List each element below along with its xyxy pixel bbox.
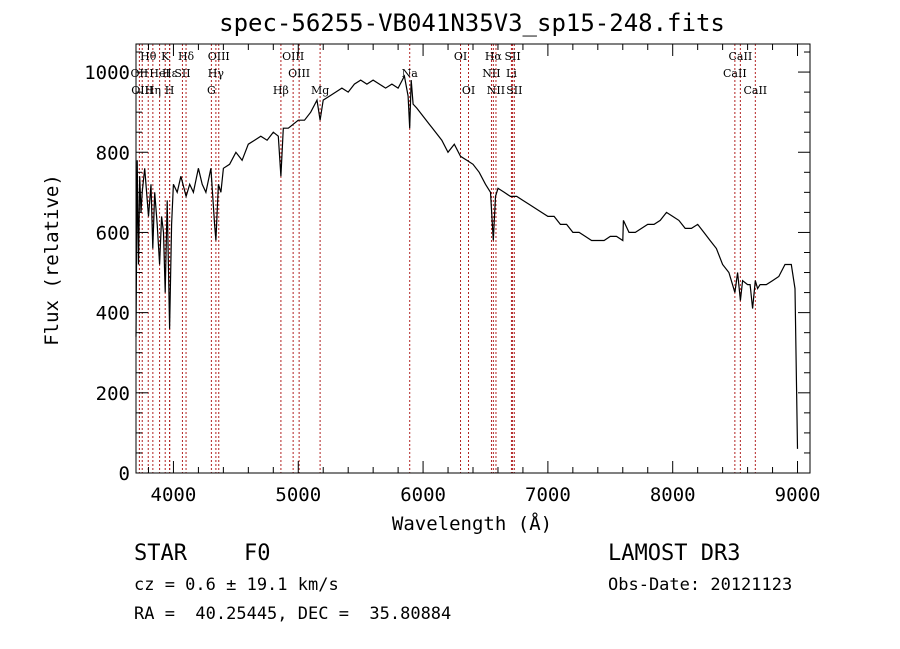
line-label: OIII: [208, 50, 230, 63]
x-tick-label: 7000: [525, 484, 571, 506]
line-label: Hα: [485, 50, 503, 63]
line-label: OI: [462, 84, 475, 97]
line-label: OIII: [282, 50, 304, 63]
line-label: H: [165, 84, 175, 97]
plot-frame: [135, 43, 811, 474]
line-label: Hε: [162, 67, 178, 80]
y-tick-label: 400: [96, 303, 130, 325]
coordinates-text: RA = 40.25445, DEC = 35.80884: [134, 604, 451, 624]
chart-title: spec-56255-VB041N35V3_sp15-248.fits: [219, 9, 725, 37]
x-tick-label: 5000: [275, 484, 321, 506]
line-label: Hθ: [140, 50, 157, 63]
line-label: CaII: [729, 50, 753, 63]
line-label: NII: [487, 84, 505, 97]
line-label: OI: [454, 50, 467, 63]
line-label: K: [161, 50, 170, 63]
x-tick-label: 9000: [775, 484, 821, 506]
y-tick-label: 0: [119, 463, 130, 485]
line-label: SII: [506, 84, 522, 97]
line-label: Mg: [311, 84, 329, 97]
survey-label: LAMOST DR3: [608, 541, 740, 566]
x-tick-label: 8000: [650, 484, 696, 506]
line-label: Li: [506, 67, 517, 80]
line-label: Na: [402, 67, 419, 80]
x-tick-label: 4000: [151, 484, 197, 506]
line-label: SII: [504, 50, 520, 63]
spectrum-line: [135, 74, 799, 449]
line-label: CaII: [743, 84, 767, 97]
line-label: NII: [482, 67, 500, 80]
object-subclass: F0: [244, 541, 271, 566]
spectrum-series: [135, 74, 799, 449]
line-label: Hη: [145, 84, 161, 97]
line-label: Hβ: [273, 84, 289, 97]
line-label: G: [207, 84, 216, 97]
y-axis-label: Flux (relative): [41, 174, 63, 346]
line-label: OIII: [131, 84, 153, 97]
axes: 4000 5000 6000 7000 8000 9000 0 200 400 600 800 100…: [84, 44, 820, 506]
line-label: SII: [174, 67, 190, 80]
line-label: Hγ: [208, 67, 225, 80]
y-tick-label: 800: [96, 142, 130, 164]
line-label: OII: [131, 67, 149, 80]
obs-date-text: Obs-Date: 20121123: [608, 575, 792, 595]
redshift-text: cz = 0.6 ± 19.1 km/s: [134, 575, 339, 595]
emission-line-markers: [138, 44, 756, 473]
y-tick-label: 600: [96, 222, 130, 244]
x-tick-label: 6000: [400, 484, 446, 506]
line-label: HeI: [149, 67, 169, 80]
object-class: STAR: [134, 541, 188, 566]
line-label: OIII: [288, 67, 310, 80]
y-tick-label: 200: [96, 383, 130, 405]
line-label: Hδ: [178, 50, 195, 63]
y-tick-label: 1000: [84, 62, 130, 84]
x-axis-label: Wavelength (Å): [392, 512, 552, 535]
line-label: CaII: [723, 67, 747, 80]
